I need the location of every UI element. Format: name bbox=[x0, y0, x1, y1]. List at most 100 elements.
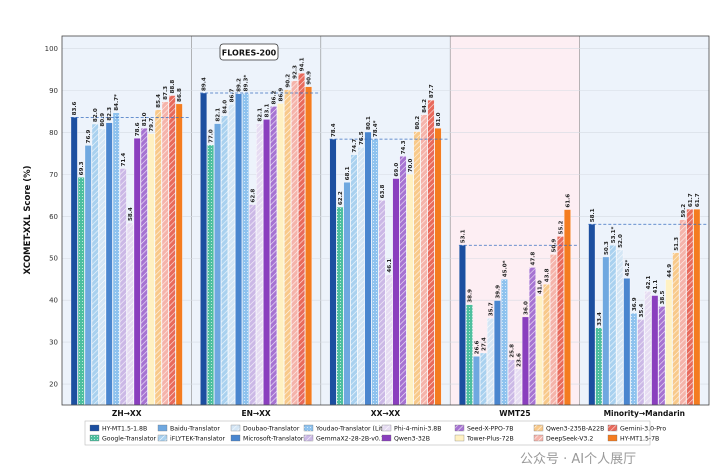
value-label: 45.0* bbox=[502, 260, 508, 277]
bar-youdao-translator-lite--1 bbox=[242, 93, 249, 406]
value-label: 80.9 bbox=[100, 113, 106, 127]
legend-swatch bbox=[533, 434, 544, 442]
legend-swatch bbox=[607, 434, 618, 442]
bar-doubao-translator-1 bbox=[228, 104, 235, 406]
legend-entry: Youdao-Translator (Lite) bbox=[315, 426, 389, 433]
value-label: 86.8 bbox=[177, 88, 183, 102]
bar-google-translator-0 bbox=[77, 177, 85, 406]
bar-gemmax2-28-2b-v0-1-2 bbox=[378, 200, 386, 406]
legend-entry: Gemini-3.0-Pro bbox=[620, 426, 666, 433]
bar-youdao-translator-lite--0 bbox=[112, 112, 120, 406]
bar-microsoft-translator-4 bbox=[623, 278, 631, 406]
bar-qwen3-32b-1 bbox=[263, 119, 270, 406]
value-label: 35.7 bbox=[488, 302, 494, 316]
legend-swatch bbox=[381, 434, 392, 442]
value-label: 89.3* bbox=[244, 75, 250, 92]
bar-hy-mt1-5-7b-1 bbox=[305, 86, 312, 406]
value-label: 61.7 bbox=[688, 193, 694, 207]
value-label: 45.2* bbox=[625, 260, 631, 277]
value-label: 23.6 bbox=[516, 353, 522, 367]
value-label: 43.8 bbox=[544, 268, 550, 282]
legend-entry: Doubao-Translator bbox=[243, 426, 300, 433]
bar-hy-mt1-5-7b-2 bbox=[434, 128, 442, 406]
legend-swatch bbox=[454, 434, 465, 442]
bar-tower-plus-72b-3 bbox=[536, 295, 543, 406]
bar-doubao-translator-0 bbox=[98, 128, 106, 406]
value-label: 78.4* bbox=[373, 120, 379, 137]
bar-phi-4-mini-3-8b-1 bbox=[256, 123, 263, 406]
bar-hy-mt1-5-1-8b-0 bbox=[70, 117, 78, 406]
y-tick-label: 40 bbox=[49, 297, 58, 305]
value-label: 77.0 bbox=[209, 129, 215, 143]
bar-baidu-translator-4 bbox=[602, 256, 610, 406]
bar-qwen3-235b-a22b-3 bbox=[543, 284, 550, 406]
bar-baidu-translator-0 bbox=[84, 145, 92, 406]
value-label: 44.9 bbox=[667, 264, 673, 278]
value-label: 82.1 bbox=[216, 108, 222, 122]
x-category-label: ZH→XX bbox=[112, 409, 142, 418]
value-label: 58.4 bbox=[128, 207, 134, 221]
value-label: 84.0 bbox=[223, 100, 229, 114]
bar-hy-mt1-5-1-8b-1 bbox=[200, 92, 207, 406]
value-label: 38.5 bbox=[660, 291, 666, 305]
bar-google-translator-4 bbox=[595, 327, 603, 406]
value-label: 80.2 bbox=[415, 116, 421, 130]
value-label: 87.3 bbox=[163, 86, 169, 100]
value-label: 42.1 bbox=[646, 275, 652, 289]
legend-swatch bbox=[533, 424, 544, 432]
bar-google-translator-3 bbox=[466, 304, 473, 406]
value-label: 61.7 bbox=[695, 193, 701, 207]
y-tick-label: 80 bbox=[49, 129, 58, 137]
bar-deepseek-v3-2-1 bbox=[291, 80, 298, 406]
bar-seed-x-ppo-7b-1 bbox=[270, 106, 277, 406]
bar-youdao-translator-lite--2 bbox=[371, 139, 379, 406]
bar-deepseek-v3-2-0 bbox=[161, 101, 169, 406]
bar-phi-4-mini-3-8b-2 bbox=[385, 274, 393, 406]
value-label: 69.3 bbox=[79, 161, 85, 175]
legend-entry: HY-MT1.5-1.8B bbox=[102, 426, 147, 433]
bar-hy-mt1-5-1-8b-2 bbox=[329, 139, 337, 406]
watermark: 公众号 · AI个人展厅 bbox=[520, 452, 636, 467]
value-label: 86.2 bbox=[272, 91, 278, 105]
bar-gemini-3-0-pro-0 bbox=[168, 95, 176, 406]
bar-microsoft-translator-2 bbox=[364, 131, 372, 406]
legend-swatch bbox=[454, 424, 465, 432]
bar-qwen3-32b-4 bbox=[651, 295, 659, 406]
bar-tower-plus-72b-2 bbox=[406, 174, 414, 406]
value-label: 85.4 bbox=[156, 94, 162, 108]
bar-gemmax2-28-2b-v0-1-3 bbox=[508, 359, 515, 406]
bar-qwen3-32b-0 bbox=[133, 138, 141, 406]
value-label: 87.7 bbox=[429, 84, 435, 98]
value-label: 47.8 bbox=[530, 252, 536, 266]
value-label: 41.1 bbox=[653, 280, 659, 294]
value-label: 35.4 bbox=[639, 304, 645, 318]
bar-gemini-3-0-pro-4 bbox=[686, 209, 694, 406]
bar-iflytek-translator-4 bbox=[609, 245, 617, 406]
legend-swatch bbox=[89, 434, 100, 442]
legend-entry: Google-Translator bbox=[102, 436, 157, 443]
value-label: 89.2 bbox=[237, 78, 243, 92]
y-tick-label: 100 bbox=[45, 45, 58, 53]
legend-swatch bbox=[89, 424, 100, 432]
value-label: 53.1* bbox=[611, 226, 617, 243]
value-label: 50.3 bbox=[604, 241, 610, 255]
value-label: 46.1 bbox=[387, 259, 393, 273]
value-label: 76.9 bbox=[86, 130, 92, 144]
value-label: 71.4 bbox=[121, 153, 127, 167]
legend-entry: Qwen3-235B-A22B bbox=[546, 426, 604, 433]
value-label: 53.1 bbox=[460, 229, 466, 243]
bar-deepseek-v3-2-3 bbox=[550, 254, 557, 406]
legend-swatch bbox=[230, 434, 241, 442]
legend-entry: Seed-X-PPO-7B bbox=[467, 426, 513, 433]
bar-qwen3-235b-a22b-2 bbox=[413, 131, 421, 406]
bar-iflytek-translator-0 bbox=[91, 123, 99, 406]
legend-swatch bbox=[157, 434, 168, 442]
y-tick-label: 90 bbox=[49, 87, 58, 95]
bar-google-translator-2 bbox=[336, 206, 344, 406]
value-label: 82.0 bbox=[93, 108, 99, 122]
value-label: 70.0 bbox=[408, 158, 414, 172]
value-label: 81.0 bbox=[142, 112, 148, 126]
legend: HY-MT1.5-1.8B Google-Translator Baidu-Tran… bbox=[84, 420, 666, 446]
value-label: 79.7 bbox=[149, 118, 155, 132]
value-label: 88.8 bbox=[170, 80, 176, 94]
